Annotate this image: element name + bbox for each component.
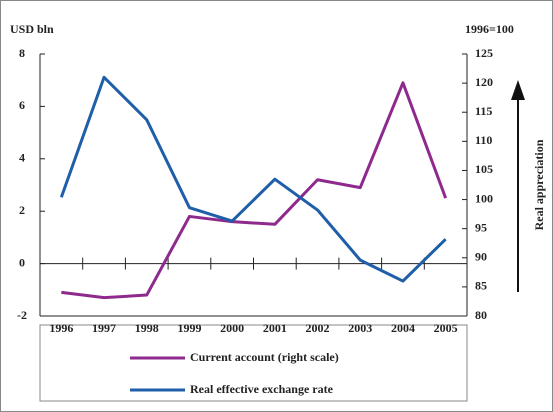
- y2-tick-label: 85: [475, 279, 487, 293]
- y2-tick-label: 95: [475, 220, 487, 234]
- y2-tick-label: 105: [475, 162, 493, 176]
- y-tick-label: -2: [17, 308, 27, 322]
- y2-tick-label: 115: [475, 104, 492, 118]
- y-tick-label: 6: [19, 98, 25, 112]
- series-line: [61, 81, 448, 300]
- series-line: [59, 75, 447, 283]
- x-tick-label: 2003: [348, 321, 372, 335]
- y2-tick-label: 80: [475, 308, 487, 322]
- x-tick-label: 2005: [434, 321, 458, 335]
- x-tick-label: 2000: [220, 321, 244, 335]
- y2-tick-label: 100: [475, 191, 493, 205]
- legend-label: Real effective exchange rate: [190, 382, 334, 396]
- x-tick-label: 2001: [263, 321, 287, 335]
- x-tick-label: 1996: [49, 321, 73, 335]
- x-tick-label: 2004: [391, 321, 415, 335]
- y-axis-label: USD bln: [10, 22, 54, 36]
- x-tick-label: 1997: [92, 321, 116, 335]
- y2-tick-label: 120: [475, 75, 493, 89]
- x-tick-label: 2002: [306, 321, 330, 335]
- x-tick-label: 1999: [177, 321, 201, 335]
- y-tick-label: 8: [19, 46, 25, 60]
- legend-label: Current account (right scale): [190, 350, 339, 364]
- y2-tick-label: 110: [475, 133, 492, 147]
- y2-tick-label: 90: [475, 250, 487, 264]
- x-tick-label: 1998: [135, 321, 159, 335]
- y-tick-label: 2: [19, 203, 25, 217]
- y2-tick-label: 125: [475, 46, 493, 60]
- y2-axis-label: 1996=100: [465, 22, 514, 36]
- y-tick-label: 0: [19, 255, 25, 269]
- annotation: Real appreciation: [532, 139, 546, 230]
- legend-box: [39, 324, 468, 402]
- arrow-head: [511, 80, 525, 100]
- y-tick-label: 4: [19, 151, 25, 165]
